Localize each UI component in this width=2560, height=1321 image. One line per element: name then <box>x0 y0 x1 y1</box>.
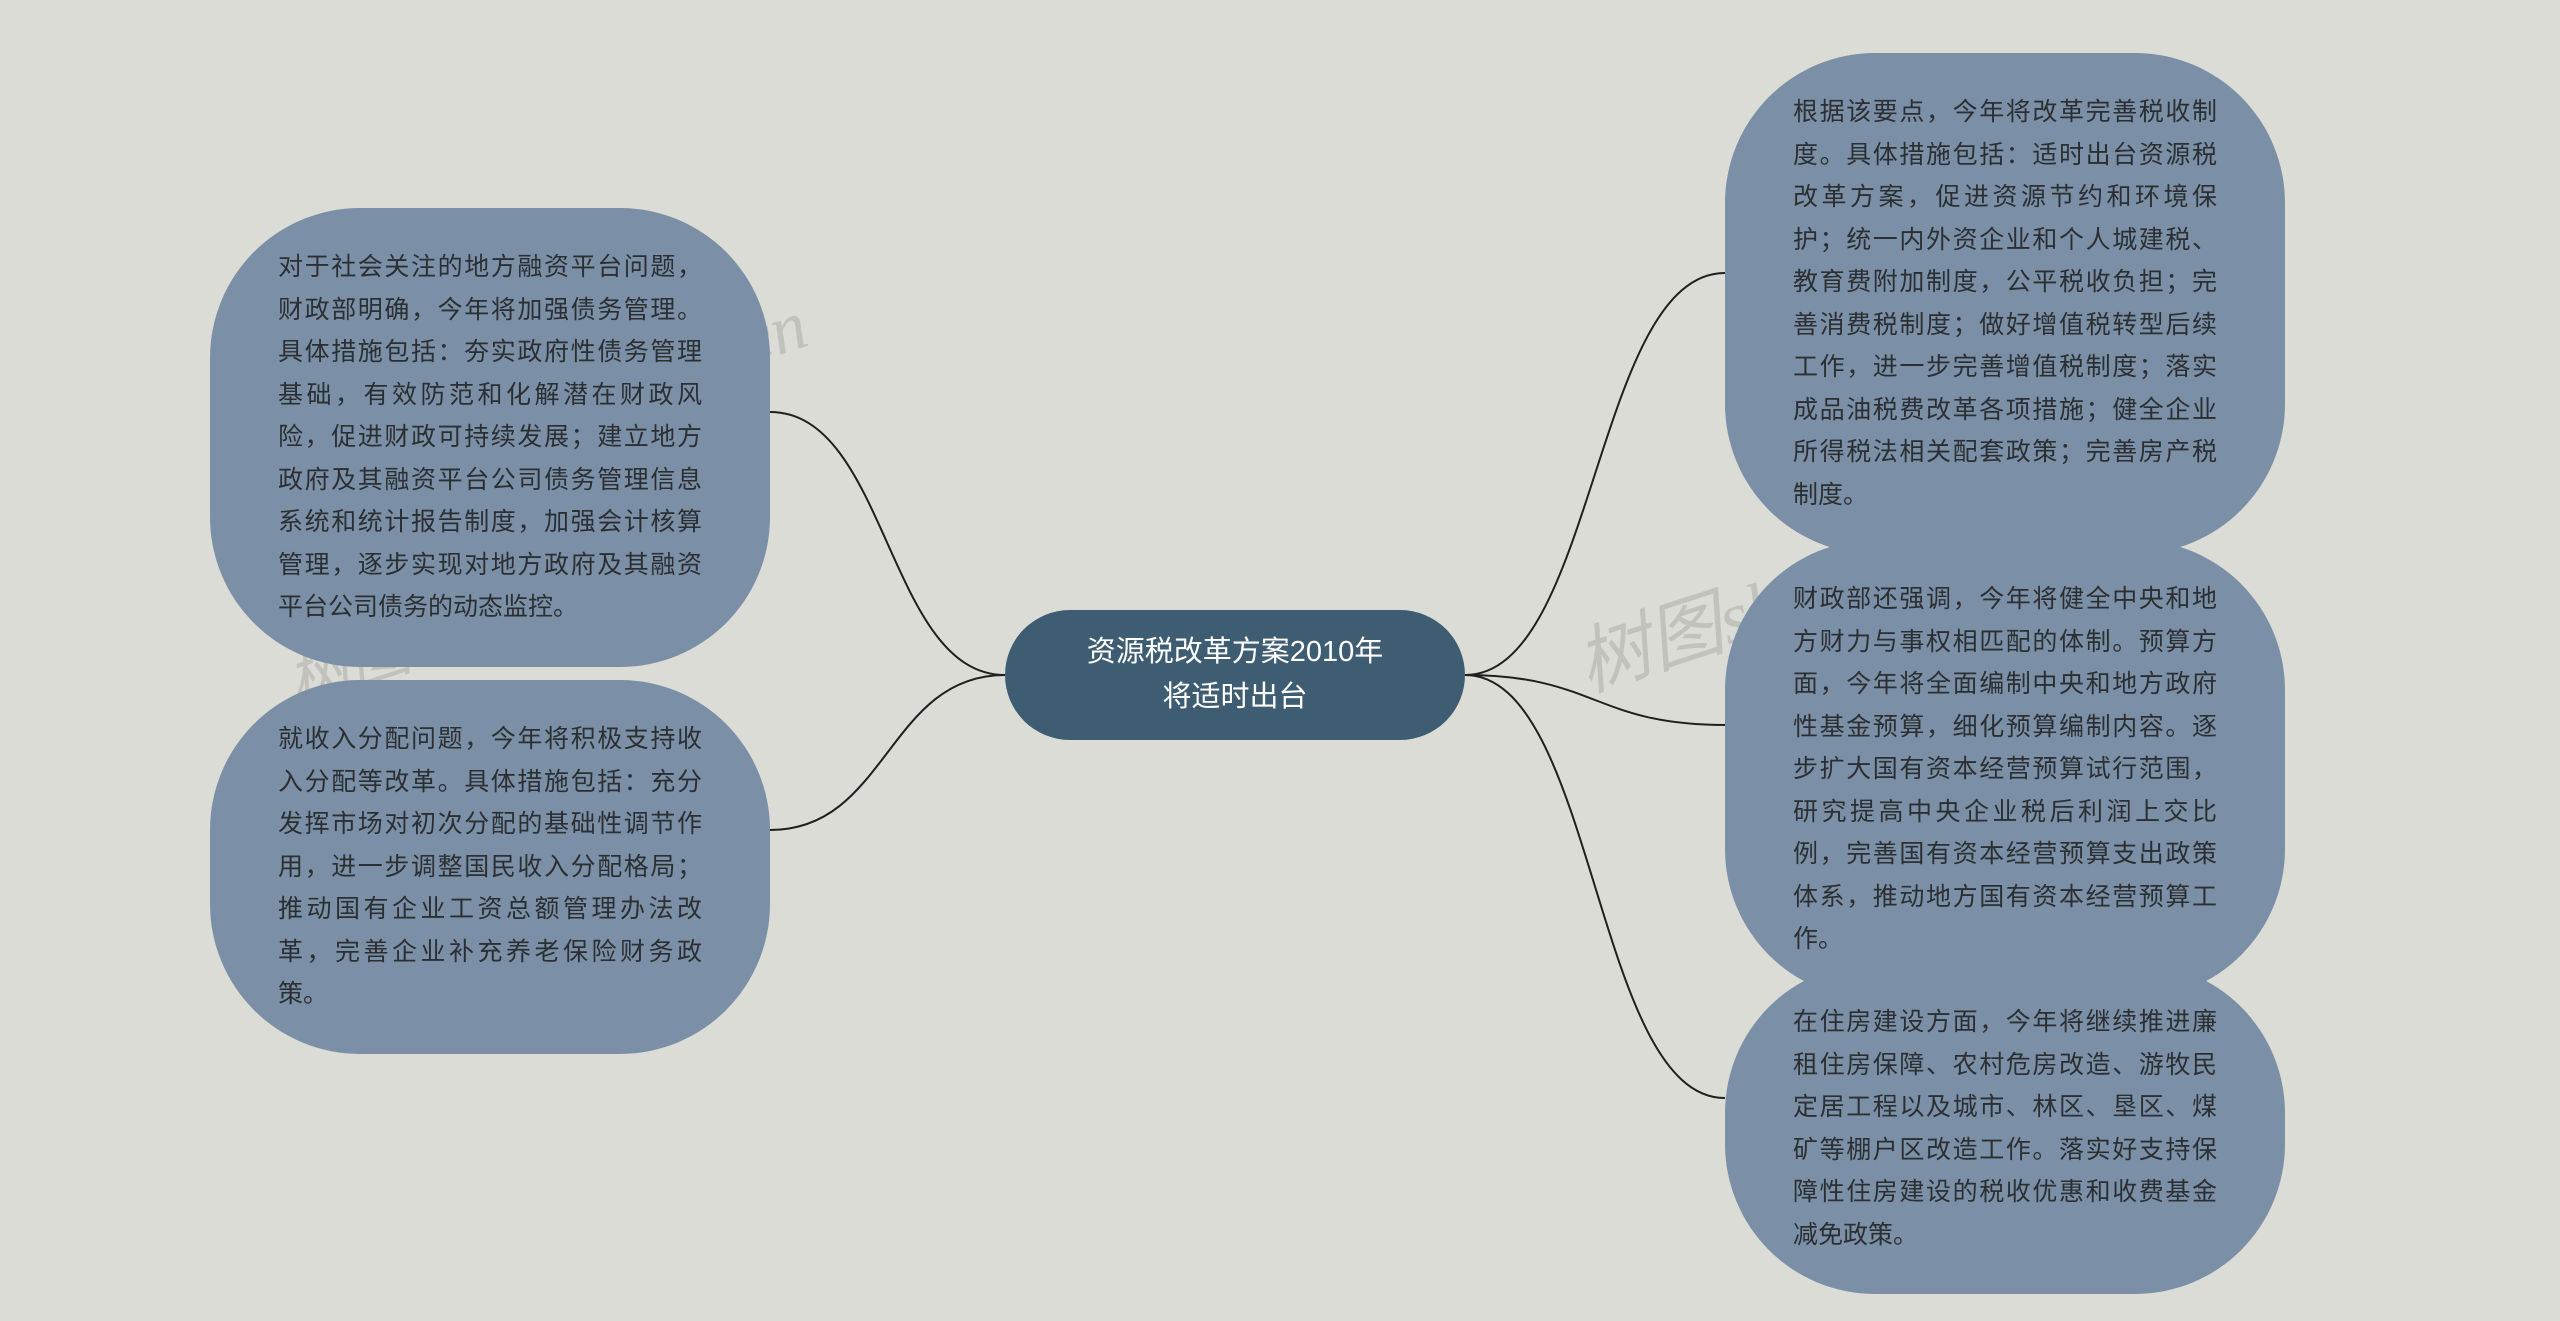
branch-text-left-2: 就收入分配问题，今年将积极支持收入分配等改革。具体措施包括：充分发挥市场对初次分… <box>278 718 702 1016</box>
connector-right-3 <box>1465 675 1725 1098</box>
center-node-text: 资源税改革方案2010年将适时出台 <box>1073 630 1397 720</box>
connector-left-2 <box>770 675 1005 830</box>
branch-node-right-2: 财政部还强调，今年将健全中央和地方财力与事权相匹配的体制。预算方面，今年将全面编… <box>1725 540 2285 999</box>
branch-node-left-1: 对于社会关注的地方融资平台问题，财政部明确，今年将加强债务管理。具体措施包括：夯… <box>210 208 770 667</box>
branch-node-right-3: 在住房建设方面，今年将继续推进廉租住房保障、农村危房改造、游牧民定居工程以及城市… <box>1725 963 2285 1294</box>
branch-text-right-1: 根据该要点，今年将改革完善税收制度。具体措施包括：适时出台资源税改革方案，促进资… <box>1793 91 2217 516</box>
center-node: 资源税改革方案2010年将适时出台 <box>1005 610 1465 740</box>
connector-right-1 <box>1465 273 1725 675</box>
mindmap-canvas: shutu.cn树图树图shutu 资源税改革方案2010年将适时出台 对于社会… <box>0 0 2560 1321</box>
branch-node-left-2: 就收入分配问题，今年将积极支持收入分配等改革。具体措施包括：充分发挥市场对初次分… <box>210 680 770 1054</box>
connector-right-2 <box>1465 675 1725 725</box>
branch-text-right-2: 财政部还强调，今年将健全中央和地方财力与事权相匹配的体制。预算方面，今年将全面编… <box>1793 578 2217 961</box>
branch-node-right-1: 根据该要点，今年将改革完善税收制度。具体措施包括：适时出台资源税改革方案，促进资… <box>1725 53 2285 554</box>
connector-left-1 <box>770 412 1005 675</box>
branch-text-right-3: 在住房建设方面，今年将继续推进廉租住房保障、农村危房改造、游牧民定居工程以及城市… <box>1793 1001 2217 1256</box>
branch-text-left-1: 对于社会关注的地方融资平台问题，财政部明确，今年将加强债务管理。具体措施包括：夯… <box>278 246 702 629</box>
